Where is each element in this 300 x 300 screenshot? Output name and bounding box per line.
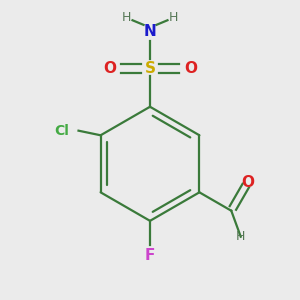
Text: F: F [145,248,155,263]
Text: O: O [241,175,254,190]
Text: H: H [122,11,131,24]
Text: H: H [236,230,245,243]
Text: Cl: Cl [55,124,69,138]
Text: O: O [184,61,197,76]
Text: S: S [145,61,155,76]
Text: H: H [169,11,178,24]
Text: O: O [103,61,116,76]
Text: N: N [144,24,156,39]
